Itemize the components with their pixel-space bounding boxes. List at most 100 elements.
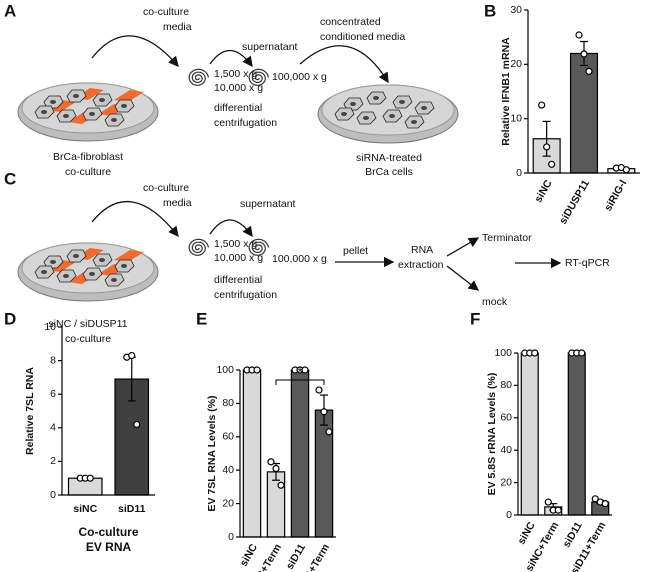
nucleus [99,98,105,102]
data-point [622,166,630,174]
x-tick-label: siD11 [118,503,146,515]
nucleus [341,112,347,116]
data-point [548,160,556,168]
arrow [209,49,253,68]
nucleus [50,100,56,104]
y-tick-label: 10 [510,112,522,124]
arrow [446,237,480,257]
nucleus [89,112,95,116]
y-tick-label: 100 [216,364,234,376]
culture-dish [17,242,159,302]
data-point [580,50,588,58]
data-point [591,495,599,503]
nucleus [373,96,379,100]
y-tick-label: 0 [516,167,522,179]
fibroblast [114,250,144,262]
y-tick-label: 20 [222,497,234,509]
label: 100,000 x g [272,71,327,83]
nucleus [421,106,427,110]
x-tick-label: siD11 [561,520,585,550]
bar [569,52,599,174]
panel-letter: A [4,1,16,20]
panel-letter: E [196,309,207,328]
x-tick-label: siNC [238,542,261,569]
label: centrifugation [214,117,277,129]
nucleus [63,274,69,278]
label: conditioned media [320,31,405,43]
x-tick-label: siNC [73,503,97,515]
y-axis-label: Relative IFNB1 mRNA [500,37,512,146]
significance-label: * [297,364,302,379]
nucleus [99,258,105,262]
y-tick-label: 80 [500,379,512,391]
y-tick-label: 0 [228,531,234,543]
label: 10,000 x g [214,82,263,94]
data-point [575,31,583,39]
y-tick-label: 60 [500,412,512,424]
arrow [299,45,389,84]
data-point [544,498,552,506]
label: co-culture [143,182,189,194]
arrow [91,35,179,67]
x-tick-label: siNC [532,178,555,205]
y-tick-label: 40 [222,464,234,476]
data-point [253,366,261,374]
fibroblast [114,90,144,102]
nucleus [389,114,395,118]
label: differential [214,102,262,114]
label: Terminator [482,232,532,244]
data-point [301,366,309,374]
bar [520,352,539,516]
y-tick-label: 40 [500,444,512,456]
label: siRNA-treated [356,152,422,164]
data-point [315,386,323,394]
label: siNC / siDUSP11 [48,318,127,330]
label: 1,500 x g [214,68,257,80]
fibroblast [46,260,76,272]
nucleus [73,94,79,98]
x-axis-label: Co-culture [79,525,139,539]
x-axis-label: EV RNA [86,540,132,554]
y-tick-label: 2 [50,455,56,467]
culture-dish [17,82,159,142]
y-axis-label: EV 7SL RNA Levels (%) [206,395,218,511]
label: supernatant [242,41,298,53]
data-point [325,428,333,436]
data-point [133,420,141,429]
data-point [277,481,285,489]
arrow [446,265,480,291]
data-point [543,143,551,151]
y-tick-label: 30 [510,4,522,16]
y-tick-label: 0 [506,509,512,521]
label: concentrated [320,16,381,28]
panel-letter: F [470,309,480,328]
label: supernatant [240,198,296,210]
fibroblast [46,100,76,112]
nucleus [41,110,47,114]
label: BrCa cells [365,166,413,178]
arrow [91,200,179,238]
bar [266,471,286,538]
y-axis-label: EV 5.8S rRNA Levels (%) [486,373,498,496]
y-tick-label: 60 [222,431,234,443]
y-tick-label: 6 [50,388,56,400]
nucleus [399,100,405,104]
data-point [320,408,328,416]
data-point [86,474,94,482]
x-tick-label: siRIG-I [602,178,629,213]
data-point [585,67,593,75]
label: co-culture [65,166,111,178]
pellet-spiral [188,238,209,256]
pellet-spiral [248,238,269,256]
x-tick-label: siDUSP11 [557,178,592,227]
data-point [578,349,586,357]
data-point [128,351,136,360]
bar [567,352,586,516]
nucleus [363,116,369,120]
panel-letter: B [484,1,496,20]
nucleus [121,104,127,108]
x-tick-label: siD11 [284,542,308,572]
significance-bracket [275,379,325,386]
data-point [272,464,280,473]
